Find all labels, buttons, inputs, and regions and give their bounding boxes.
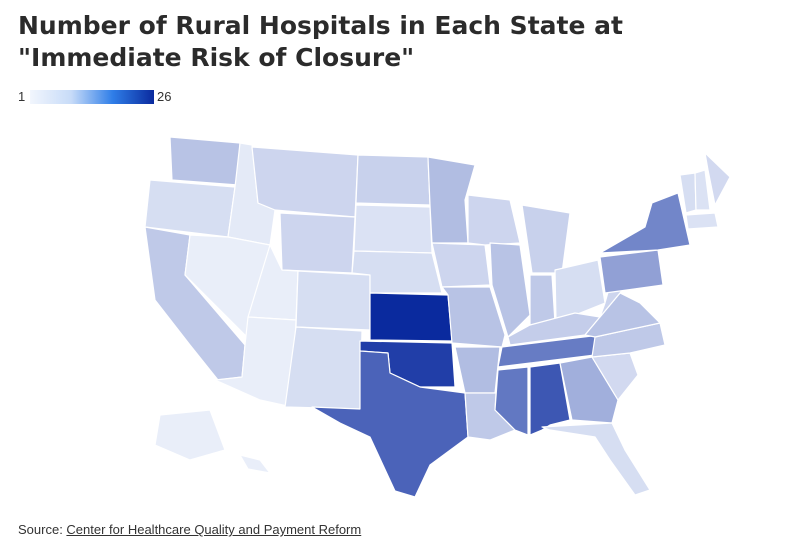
- state-hawaii[interactable]: Hawaii: [239, 454, 271, 474]
- states-layer: WashingtonOregonCaliforniaIdahoNevadaMon…: [144, 136, 730, 498]
- source-link[interactable]: Center for Healthcare Quality and Paymen…: [66, 522, 362, 537]
- state-texas[interactable]: Texas: [311, 350, 469, 498]
- state-new-hampshire[interactable]: New Hampshire: [694, 169, 711, 211]
- state-kansas[interactable]: Kansas: [369, 292, 453, 342]
- state-vermont[interactable]: Vermont: [679, 172, 697, 214]
- state-wisconsin[interactable]: Wisconsin: [467, 194, 521, 246]
- legend-gradient-bar: [30, 90, 154, 104]
- state-montana[interactable]: Montana: [251, 146, 359, 218]
- state-alaska[interactable]: Alaska: [154, 409, 226, 461]
- state-maine[interactable]: Maine: [704, 152, 730, 206]
- state-arkansas[interactable]: Arkansas: [454, 346, 501, 394]
- state-new-york[interactable]: New York: [599, 192, 691, 254]
- state-indiana[interactable]: Indiana: [529, 274, 556, 326]
- state-new-mexico[interactable]: New Mexico: [284, 326, 363, 410]
- state-georgia[interactable]: Georgia: [559, 356, 619, 424]
- state-illinois[interactable]: Illinois: [489, 242, 531, 338]
- source-prefix: Source:: [18, 522, 67, 537]
- state-florida[interactable]: Florida: [541, 422, 651, 496]
- state-iowa[interactable]: Iowa: [431, 242, 491, 288]
- state-colorado[interactable]: Colorado: [295, 270, 371, 331]
- chart-title: Number of Rural Hospitals in Each State …: [18, 11, 623, 72]
- state-north-dakota[interactable]: North Dakota: [355, 154, 431, 206]
- state-ohio[interactable]: Ohio: [554, 259, 606, 322]
- source-note: Source: Center for Healthcare Quality an…: [18, 522, 361, 537]
- state-michigan[interactable]: Michigan: [521, 204, 571, 274]
- state-mississippi[interactable]: Mississippi: [494, 366, 529, 436]
- legend-min-label: 1: [18, 89, 26, 104]
- state-wyoming[interactable]: Wyoming: [279, 212, 356, 274]
- state-oregon[interactable]: Oregon: [144, 179, 236, 238]
- state-washington[interactable]: Washington: [169, 136, 241, 186]
- state-south-dakota[interactable]: South Dakota: [353, 204, 433, 254]
- legend-max-label: 26: [157, 89, 172, 104]
- state-massachusetts[interactable]: Massachusetts: [685, 212, 719, 230]
- state-pennsylvania[interactable]: Pennsylvania: [599, 249, 664, 294]
- us-choropleth-map: WashingtonOregonCaliforniaIdahoNevadaMon…: [144, 136, 730, 498]
